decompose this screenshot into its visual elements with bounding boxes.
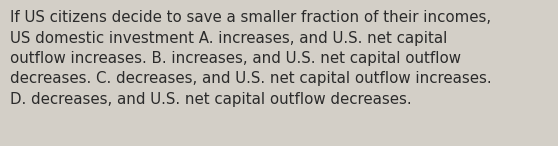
Text: If US citizens decide to save a smaller fraction of their incomes,
US domestic i: If US citizens decide to save a smaller … bbox=[10, 10, 492, 107]
